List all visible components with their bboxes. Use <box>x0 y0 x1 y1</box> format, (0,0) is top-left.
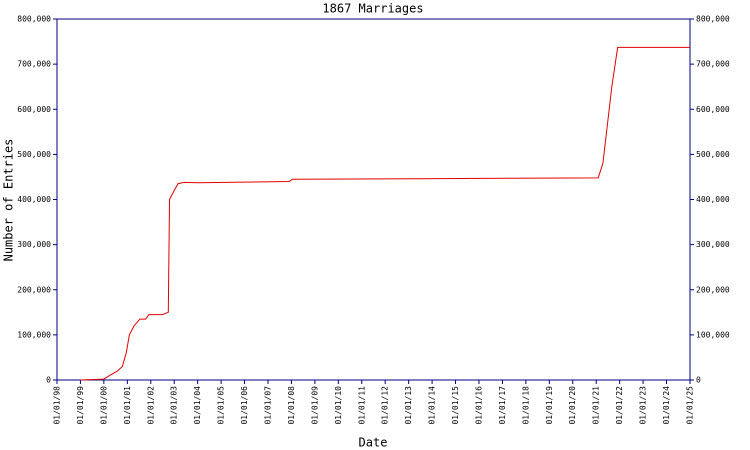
x-tick-label: 01/01/03 <box>170 386 179 425</box>
x-tick-label: 01/01/17 <box>498 386 507 425</box>
x-tick-label: 01/01/21 <box>592 386 601 425</box>
data-line <box>80 46 690 381</box>
y-tick-label: 600,000 <box>17 105 51 114</box>
x-tick-label: 01/01/18 <box>521 386 530 425</box>
x-tick-label: 01/01/01 <box>123 386 132 425</box>
x-tick-label: 01/01/98 <box>53 386 62 425</box>
x-axis-label: Date <box>359 436 388 450</box>
y2-tick-label: 300,000 <box>696 240 730 249</box>
x-tick-label: 01/01/05 <box>217 386 226 425</box>
y2-tick-label: 800,000 <box>696 15 730 24</box>
x-tick-label: 01/01/12 <box>381 386 390 425</box>
x-tick-label: 01/01/09 <box>310 386 319 425</box>
x-tick-label: 01/01/14 <box>428 386 437 425</box>
x-tick-label: 01/01/15 <box>451 386 460 425</box>
y-tick-label: 0 <box>46 376 51 385</box>
x-tick-label: 01/01/04 <box>193 386 202 425</box>
x-tick-label: 01/01/00 <box>99 386 108 425</box>
x-tick-label: 01/01/16 <box>474 386 483 425</box>
x-tick-label: 01/01/13 <box>404 386 413 425</box>
y2-tick-label: 600,000 <box>696 105 730 114</box>
y2-tick-label: 100,000 <box>696 330 730 339</box>
x-tick-label: 01/01/25 <box>686 386 695 425</box>
x-tick-label: 01/01/02 <box>146 386 155 425</box>
x-tick-label: 01/01/99 <box>76 386 85 425</box>
x-tick-label: 01/01/10 <box>334 386 343 425</box>
y-tick-label: 800,000 <box>17 15 51 24</box>
x-tick-label: 01/01/23 <box>639 386 648 425</box>
y2-tick-label: 0 <box>696 376 701 385</box>
y-tick-label: 500,000 <box>17 150 51 159</box>
y-tick-label: 100,000 <box>17 330 51 339</box>
x-tick-label: 01/01/07 <box>263 386 272 425</box>
x-tick-label: 01/01/19 <box>545 386 554 425</box>
x-tick-label: 01/01/06 <box>240 386 249 425</box>
y2-tick-label: 400,000 <box>696 195 730 204</box>
x-tick-label: 01/01/24 <box>662 386 671 425</box>
y2-tick-label: 200,000 <box>696 285 730 294</box>
y-tick-label: 200,000 <box>17 285 51 294</box>
plot-frame <box>56 18 691 381</box>
x-tick-label: 01/01/22 <box>615 386 624 425</box>
x-tick-label: 01/01/11 <box>357 386 366 425</box>
y-tick-label: 400,000 <box>17 195 51 204</box>
x-tick-label: 01/01/08 <box>287 386 296 425</box>
y2-tick-label: 500,000 <box>696 150 730 159</box>
y2-tick-label: 700,000 <box>696 60 730 69</box>
y-tick-label: 300,000 <box>17 240 51 249</box>
chart-title: 1867 Marriages <box>322 2 423 16</box>
y-axis-label: Number of Entries <box>2 139 16 262</box>
y-tick-label: 700,000 <box>17 60 51 69</box>
x-tick-label: 01/01/20 <box>568 386 577 425</box>
